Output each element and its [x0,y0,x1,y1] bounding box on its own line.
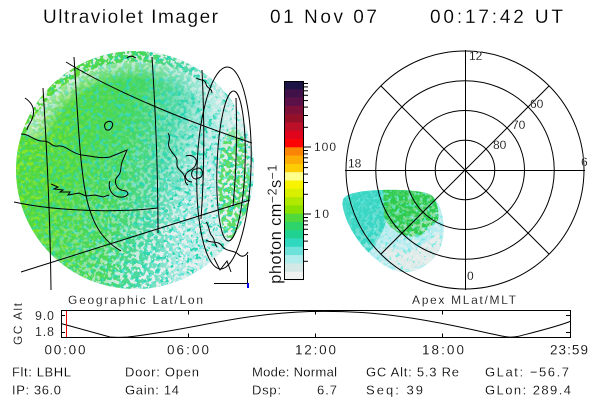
svg-text:Dsp:: Dsp: [252,383,281,398]
svg-text:60: 60 [530,97,544,111]
svg-text:12: 12 [469,49,483,63]
svg-text:Geographic Lat/Lon: Geographic Lat/Lon [68,293,203,307]
svg-text:06:00: 06:00 [167,343,209,358]
svg-text:IP: 36.0: IP: 36.0 [12,383,61,398]
svg-text:Ultraviolet Imager: Ultraviolet Imager [43,7,219,28]
svg-text:01 Nov 07: 01 Nov 07 [270,7,377,28]
svg-text:00:00: 00:00 [45,343,86,358]
svg-text:23:59: 23:59 [550,343,588,358]
svg-text:9.0: 9.0 [35,309,54,323]
svg-text:GLon: 289.4: GLon: 289.4 [485,383,571,398]
svg-text:Apex MLat/MLT: Apex MLat/MLT [412,293,517,307]
svg-text:GC Alt: GC Alt [11,302,25,345]
svg-text:0: 0 [467,269,474,283]
svg-text:18:00: 18:00 [422,343,464,358]
svg-text:Flt: LBHL: Flt: LBHL [12,364,71,379]
svg-text:12:00: 12:00 [295,343,336,358]
svg-text:1.8: 1.8 [35,325,54,339]
svg-text:Door: Open: Door: Open [125,364,199,379]
svg-text:100: 100 [314,140,336,154]
svg-text:80: 80 [493,138,507,152]
svg-text:GC Alt: 5.3 Re: GC Alt: 5.3 Re [366,364,459,379]
svg-text:18: 18 [348,157,362,171]
svg-text:6.7: 6.7 [317,383,337,398]
svg-text:6: 6 [581,155,588,169]
svg-text:00:17:42 UT: 00:17:42 UT [430,7,563,28]
svg-text:GLat: −56.7: GLat: −56.7 [485,364,569,379]
svg-text:Gain: 14: Gain: 14 [125,383,179,398]
svg-text:70: 70 [512,118,526,132]
svg-text:10: 10 [314,207,329,221]
svg-text:Seq: 39: Seq: 39 [366,383,423,398]
svg-text:Mode: Normal: Mode: Normal [252,364,337,379]
svg-text:photon cm−2s−1: photon cm−2s−1 [266,164,286,283]
